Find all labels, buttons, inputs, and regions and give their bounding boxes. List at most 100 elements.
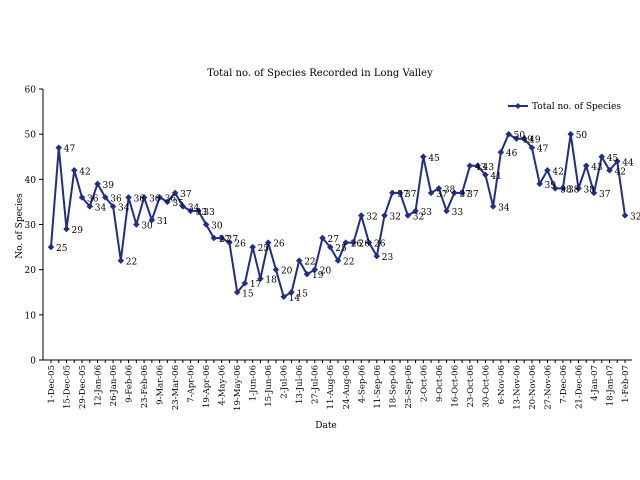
data-label: 38 — [560, 185, 572, 195]
data-point — [474, 162, 481, 170]
data-point — [249, 243, 257, 251]
x-tick-label: 9-Feb-06 — [125, 365, 135, 403]
x-tick-label: 15-Jun-06 — [264, 365, 274, 407]
data-point — [195, 207, 202, 215]
x-tick-label: 18-Sep-06 — [388, 365, 398, 409]
data-label: 39 — [545, 181, 557, 191]
data-label: 37 — [405, 190, 417, 200]
data-label: 15 — [296, 289, 308, 299]
data-point — [396, 189, 404, 197]
x-tick-label: 20-Nov-06 — [528, 365, 538, 410]
data-label: 26 — [234, 240, 246, 250]
data-label: 45 — [428, 154, 440, 164]
data-point — [458, 189, 466, 197]
y-tick-label: 10 — [25, 311, 37, 321]
x-tick-label: 11-Aug-06 — [326, 365, 336, 409]
data-point — [520, 135, 528, 143]
x-tick-label: 23-Feb-06 — [140, 365, 150, 408]
data-point — [163, 198, 171, 206]
x-tick-label: 13-Jul-06 — [295, 365, 305, 404]
series-line-total-species — [50, 132, 626, 299]
data-label: 37 — [397, 190, 409, 200]
data-label: 46 — [506, 149, 518, 159]
data-label: 37 — [467, 190, 479, 200]
data-label: 38 — [444, 185, 456, 195]
data-label: 25 — [56, 244, 68, 254]
y-tick-label: 50 — [25, 131, 37, 141]
data-point — [117, 257, 125, 264]
data-point — [226, 239, 233, 246]
data-label: 31 — [157, 217, 168, 227]
data-point — [365, 239, 373, 246]
data-point — [350, 239, 357, 246]
data-label: 22 — [304, 258, 315, 268]
data-label: 20 — [320, 267, 332, 277]
data-label: 33 — [421, 208, 433, 218]
x-ticks: 1-Dec-05 15-Dec-05 29-Dec-05 12-Jan-06 26-Ja… — [47, 360, 631, 411]
data-label: 47 — [537, 145, 549, 155]
data-point — [78, 194, 86, 201]
data-point — [334, 257, 342, 264]
y-tick-label: 0 — [30, 357, 36, 367]
data-point — [489, 203, 497, 210]
data-label: 39 — [103, 181, 115, 191]
data-label: 15 — [242, 289, 254, 299]
axes — [42, 89, 632, 361]
data-point — [171, 189, 179, 197]
data-point — [179, 203, 187, 210]
data-point — [373, 252, 381, 260]
data-point — [482, 171, 489, 179]
data-label: 44 — [622, 158, 634, 168]
data-label: 34 — [498, 203, 510, 213]
data-label: 37 — [180, 190, 192, 200]
data-point — [551, 185, 559, 192]
data-label: 32 — [630, 212, 640, 222]
data-point — [63, 225, 70, 233]
data-point — [47, 243, 55, 251]
x-tick-label: 9-Oct-06 — [435, 365, 445, 402]
y-axis-label: No. of Species — [15, 193, 25, 259]
x-tick-label: 30-Oct-06 — [481, 365, 491, 408]
data-label: 50 — [514, 131, 526, 141]
data-point — [606, 166, 613, 174]
data-label: 47 — [64, 145, 76, 155]
data-label: 29 — [72, 226, 84, 236]
data-label: 36 — [165, 194, 177, 204]
data-label: 33 — [203, 208, 215, 218]
y-tick-label: 40 — [25, 176, 37, 186]
data-point — [613, 157, 621, 165]
x-tick-label: 7-Apr-06 — [187, 365, 197, 403]
data-label: 25 — [335, 244, 347, 254]
data-label: 22 — [126, 258, 137, 268]
data-point — [443, 207, 450, 215]
data-point — [70, 166, 78, 174]
data-label: 42 — [614, 167, 625, 177]
data-point — [419, 153, 427, 161]
data-point — [132, 221, 140, 228]
data-point — [450, 189, 458, 197]
data-label: 42 — [552, 167, 563, 177]
data-label: 30 — [141, 222, 153, 232]
x-tick-label: 25-Sep-06 — [404, 365, 414, 409]
x-tick-label: 2-Jul-06 — [280, 365, 290, 399]
data-label: 25 — [258, 244, 270, 254]
legend-label: Total no. of Species — [532, 102, 621, 112]
data-label: 43 — [483, 163, 495, 173]
data-point — [427, 189, 435, 197]
x-tick-label: 29-Dec-05 — [78, 365, 88, 409]
x-tick-label: 1-Jun-06 — [249, 365, 259, 401]
data-label: 49 — [529, 136, 541, 146]
data-label: 30 — [211, 222, 223, 232]
data-point — [357, 212, 365, 219]
data-point — [288, 288, 295, 296]
x-tick-label: 4-Sep-06 — [357, 365, 367, 403]
data-point — [311, 266, 319, 274]
data-label: 36 — [110, 194, 122, 204]
x-tick-label: 19-May-06 — [233, 365, 243, 411]
data-point — [412, 207, 419, 215]
chart-title: Total no. of Species Recorded in Long Va… — [207, 68, 433, 79]
data-label: 43 — [475, 163, 487, 173]
data-point — [280, 293, 288, 301]
data-label: 27 — [219, 235, 231, 245]
